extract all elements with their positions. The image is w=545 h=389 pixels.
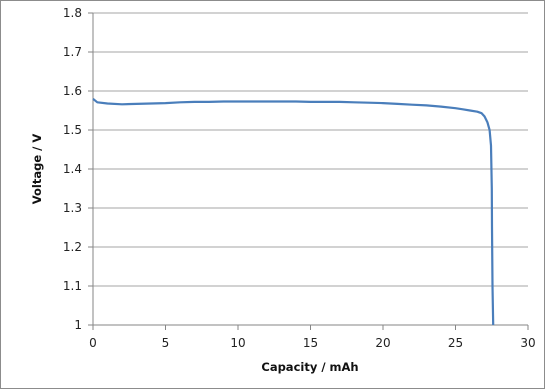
y-tick-label: 1.7 bbox=[63, 45, 82, 59]
series-layer bbox=[92, 97, 495, 326]
x-tick-label: 20 bbox=[375, 336, 390, 350]
axes bbox=[88, 12, 529, 330]
y-tick-label: 1.3 bbox=[63, 201, 82, 215]
y-tick-label: 1.6 bbox=[63, 84, 82, 98]
x-tick-label: 5 bbox=[162, 336, 170, 350]
x-tick-label: 15 bbox=[303, 336, 318, 350]
y-tick-label: 1.8 bbox=[63, 6, 82, 20]
y-tick-label: 1.2 bbox=[63, 240, 82, 254]
gridlines bbox=[93, 12, 528, 287]
series-line bbox=[92, 97, 495, 326]
y-tick-label: 1.5 bbox=[63, 123, 82, 137]
x-tick-label: 10 bbox=[230, 336, 245, 350]
x-tick-label: 0 bbox=[89, 336, 97, 350]
y-tick-label: 1 bbox=[74, 318, 82, 332]
y-tick-label: 1.1 bbox=[63, 279, 82, 293]
x-axis-title: Capacity / mAh bbox=[261, 360, 358, 374]
x-tick-label: 25 bbox=[448, 336, 463, 350]
y-axis-title: Voltage / V bbox=[30, 134, 44, 205]
y-tick-label: 1.4 bbox=[63, 162, 82, 176]
x-tick-label: 30 bbox=[520, 336, 535, 350]
tick-labels: 1 1.1 1.2 1.3 1.4 1.5 1.6 1.7 1.8 0 5 10 15 20 25 30 bbox=[63, 6, 536, 350]
